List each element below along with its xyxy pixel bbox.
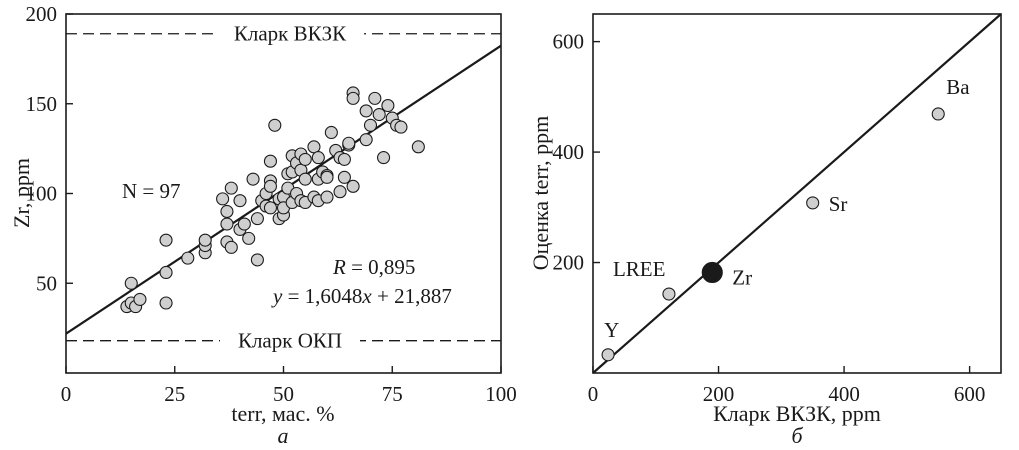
panel-b-x-tick-label: 400 — [828, 382, 860, 406]
correlation-symbol: R — [332, 255, 346, 279]
scatter-point — [381, 98, 395, 113]
scatter-point — [263, 201, 278, 215]
element-point-y — [601, 348, 615, 362]
scatter-point — [250, 253, 264, 267]
panel-a-data-points — [120, 86, 425, 314]
scatter-point — [224, 181, 238, 195]
scatter-point — [411, 140, 425, 154]
scatter-point — [237, 217, 251, 231]
equation-intercept: + 21,887 — [372, 284, 452, 308]
scatter-point — [320, 170, 334, 184]
element-label-ba: Ba — [946, 75, 970, 99]
panel-a-y-tick-label: 100 — [26, 182, 58, 206]
scatter-point — [250, 212, 264, 226]
scatter-point — [337, 170, 351, 184]
element-point-sr — [806, 196, 820, 210]
panel-a-y-tick-label: 200 — [26, 2, 58, 26]
equation-slope: = 1,6048 — [282, 284, 362, 308]
scatter-point — [333, 185, 347, 199]
panel-a-x-tick-label: 100 — [485, 382, 517, 406]
scatter-point — [159, 265, 173, 280]
scatter-point — [311, 151, 325, 165]
scatter-point — [372, 107, 386, 122]
scatter-point — [376, 151, 391, 165]
scatter-point — [242, 231, 256, 245]
scatter-point — [363, 118, 378, 132]
scatter-point — [246, 172, 260, 186]
scatter-point — [216, 192, 230, 206]
panel-a-x-axis-title: terr, мас. % — [231, 401, 334, 426]
equation-x: x — [361, 284, 372, 308]
scatter-point — [394, 120, 408, 134]
regression-equation-label: y = 1,6048x + 21,887 — [271, 284, 452, 308]
scatter-point — [324, 125, 338, 140]
identity-line — [592, 13, 1002, 374]
panel-b-y-tick-label: 400 — [553, 140, 585, 164]
scatter-point — [320, 190, 334, 204]
scatter-point — [342, 136, 356, 150]
element-point-lree — [662, 287, 676, 301]
element-label-y: Y — [604, 318, 619, 342]
scatter-point — [268, 118, 282, 132]
element-point-zr — [701, 261, 723, 284]
element-label-zr: Zr — [732, 265, 752, 289]
panel-b-x-axis-title: Кларк ВКЗК, ppm — [713, 401, 881, 426]
scatter-point — [359, 104, 373, 118]
scatter-point — [224, 240, 238, 254]
scatter-point — [233, 194, 247, 208]
panel-a-y-axis-title: Zr, ppm — [9, 158, 34, 228]
scatter-point — [368, 91, 382, 105]
panel-a-label: а — [278, 423, 289, 448]
scatter-point — [159, 296, 173, 310]
panel-a-y-tick-label: 50 — [36, 271, 57, 295]
panel-b-y-tick-label: 200 — [553, 251, 585, 275]
reference-label-vkzk: Кларк ВКЗК — [234, 22, 347, 46]
scatter-point — [346, 91, 360, 105]
panel-b-x-tick-label: 200 — [703, 382, 735, 406]
panel-a-y-tick-label: 150 — [26, 92, 58, 116]
scatter-point — [124, 276, 138, 290]
panel-b-x-tick-label: 0 — [588, 382, 599, 406]
element-point-ba — [931, 107, 945, 121]
panel-a-x-tick-label: 25 — [164, 382, 185, 406]
panel-b-y-tick-label: 600 — [553, 30, 585, 54]
panel-a-ticks: 0 25 50 75 100 50 100 150 200 — [26, 2, 517, 406]
correlation-value: = 0,895 — [346, 255, 416, 279]
panel-a-x-tick-label: 0 — [61, 382, 72, 406]
element-label-sr: Sr — [829, 192, 848, 216]
panel-b-data-points: Y LREE Zr Sr Ba — [601, 75, 970, 362]
scatter-point — [198, 233, 212, 247]
panel-b-x-tick-label: 600 — [954, 382, 986, 406]
scatter-point — [359, 133, 373, 147]
panel-b-y-axis-title: Оценка terr, ppm — [528, 116, 553, 271]
scatter-point — [346, 179, 360, 193]
scatter-point — [263, 179, 278, 193]
reference-label-okp: Кларк ОКП — [238, 329, 342, 353]
panel-a-scatter: 0 25 50 75 100 50 100 150 200 Кларк ВКЗК Кларк О… — [9, 2, 517, 448]
scatter-point — [298, 152, 312, 166]
panel-a-x-tick-label: 75 — [382, 382, 403, 406]
panel-b-ticks: 0 200 400 600 200 400 600 — [553, 30, 986, 406]
scatter-point — [220, 204, 234, 218]
element-label-lree: LREE — [613, 257, 666, 281]
sample-count-label: N = 97 — [122, 179, 181, 203]
panel-b-scatter: 0 200 400 600 200 400 600 Y LREE Zr Sr Ba Кларк ВК… — [528, 13, 1002, 448]
scatter-point — [263, 154, 278, 168]
reference-label-okp-background — [220, 328, 360, 353]
scatter-point — [307, 140, 321, 154]
panel-b-label: б — [791, 423, 803, 448]
panel-a-x-tick-label: 50 — [273, 382, 294, 406]
panel-b-plot-frame — [592, 13, 1002, 374]
scatter-point — [220, 217, 234, 231]
correlation-label: R = 0,895 — [332, 255, 415, 279]
scatter-point — [337, 152, 351, 166]
equation-y: y — [271, 284, 283, 308]
reference-label-vkzk-background — [216, 21, 364, 46]
scatter-point — [133, 292, 147, 306]
scatter-point — [298, 172, 312, 186]
scatter-point — [181, 251, 195, 265]
scatter-point — [159, 233, 173, 247]
